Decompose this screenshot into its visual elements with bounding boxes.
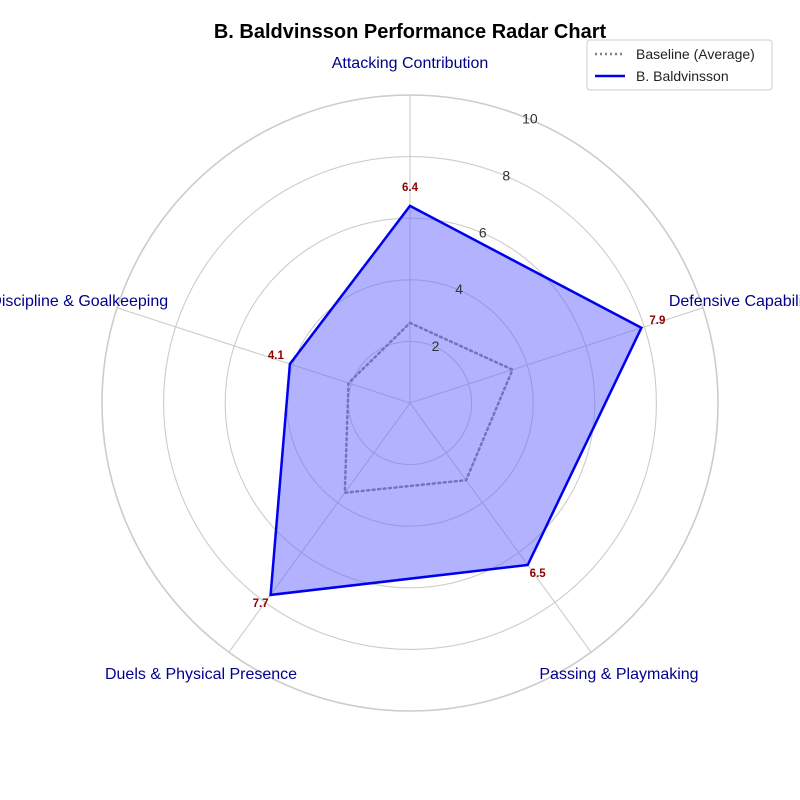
radial-tick-label: 10 <box>522 110 538 126</box>
radar-series <box>269 204 644 597</box>
chart-title: B. Baldvinsson Performance Radar Chart <box>214 21 607 43</box>
value-label-passing-playmaking: 6.5 <box>530 568 547 580</box>
radial-tick-label: 6 <box>479 224 487 240</box>
legend-label-baseline: Baseline (Average) <box>636 46 755 62</box>
radial-tick-label: 8 <box>502 167 510 183</box>
radial-tick-label: 4 <box>455 281 463 297</box>
axis-label-attacking-contribution: Attacking Contribution <box>332 55 489 72</box>
series-line-player <box>269 204 644 597</box>
legend-label-player: B. Baldvinsson <box>636 68 729 84</box>
radial-tick-label: 2 <box>432 338 440 354</box>
axis-label-passing-playmaking: Passing & Playmaking <box>539 666 698 683</box>
axis-label-defensive-capability: Defensive Capability <box>669 293 800 310</box>
legend-box <box>586 39 773 91</box>
legend: Baseline (Average) B. Baldvinsson <box>586 39 773 91</box>
series-area-player <box>270 205 642 595</box>
value-label-defensive-capability: 7.9 <box>649 315 665 327</box>
value-label-attacking-contribution: 6.4 <box>402 182 419 194</box>
value-label-duels-physical-presence: 7.7 <box>253 598 269 610</box>
value-label-discipline-goalkeeping: 4.1 <box>268 350 285 362</box>
axis-label-discipline-goalkeeping: Discipline & Goalkeeping <box>0 293 168 310</box>
axis-label-duels-physical-presence: Duels & Physical Presence <box>105 666 297 683</box>
radar-labels: 2 4 6 8 10 Attacking Contribution Defensive Ca… <box>0 55 800 683</box>
